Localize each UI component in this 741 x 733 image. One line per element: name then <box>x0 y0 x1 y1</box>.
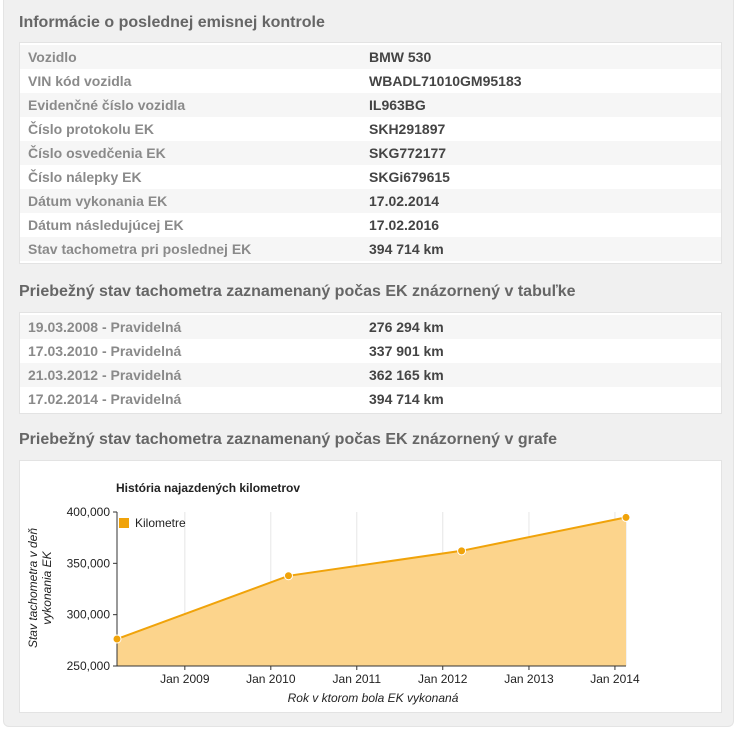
chart-title: História najazdených kilometrov <box>116 481 300 495</box>
row-value: 394 714 km <box>369 391 444 407</box>
row-label: Vozidlo <box>28 49 77 65</box>
odometer-chart-title: Priebežný stav tachometra zaznamenaný po… <box>19 431 557 448</box>
row-label: 19.03.2008 - Pravidelná <box>28 319 182 335</box>
x-tick-label: Jan 2013 <box>504 672 554 686</box>
x-tick-label: Jan 2014 <box>590 672 640 686</box>
row-label: 21.03.2012 - Pravidelná <box>28 367 182 383</box>
row-value: WBADL71010GM95183 <box>369 73 522 89</box>
plot-area: 250,000 300,000 350,000 400,000 Jan 2009 Jan … <box>67 505 640 686</box>
y-axis-label-line-1: Stav tachometra v deň <box>26 528 40 648</box>
row-value: 362 165 km <box>369 367 444 383</box>
emission-info-title: Informácie o poslednej emisnej kontrole <box>19 14 325 31</box>
row-value: 337 901 km <box>369 343 444 359</box>
row-value: SKGi679615 <box>369 169 450 185</box>
table-row: VIN kód vozidla WBADL71010GM95183 <box>20 69 721 93</box>
row-label: Stav tachometra pri poslednej EK <box>28 241 252 257</box>
emission-info-table: Vozidlo BMW 530 VIN kód vozidla WBADL71010G… <box>19 42 722 264</box>
odometer-table-title: Priebežný stav tachometra zaznamenaný po… <box>19 283 576 300</box>
y-tick-label: 250,000 <box>67 659 111 673</box>
data-point <box>112 634 122 644</box>
y-axis-label: Stav tachometra v deň vykonania EK <box>26 528 54 648</box>
row-value: IL963BG <box>369 97 426 113</box>
row-label: Dátum vykonania EK <box>28 193 168 209</box>
y-tick-label: 400,000 <box>67 505 111 519</box>
row-value: 17.02.2016 <box>369 217 440 233</box>
chart-legend: Kilometre <box>119 516 186 530</box>
row-label: 17.03.2010 - Pravidelná <box>28 343 182 359</box>
row-value: SKH291897 <box>369 121 446 137</box>
y-axis-label-line-2: vykonania EK <box>40 550 54 624</box>
y-tick-label: 300,000 <box>67 608 111 622</box>
x-tick-label: Jan 2011 <box>333 672 382 686</box>
emission-panel: Informácie o poslednej emisnej kontrole … <box>3 0 734 727</box>
series-line-kilometre <box>116 516 627 640</box>
table-row: 21.03.2012 - Pravidelná 362 165 km <box>20 363 721 387</box>
row-label: Číslo nálepky EK <box>28 169 142 185</box>
row-label: Evidenčné číslo vozidla <box>28 97 186 113</box>
data-point <box>457 546 467 556</box>
table-row: 19.03.2008 - Pravidelná 276 294 km <box>20 315 721 339</box>
table-row: 17.03.2010 - Pravidelná 337 901 km <box>20 339 721 363</box>
y-tick-label: 350,000 <box>67 556 111 570</box>
row-label: VIN kód vozidla <box>28 73 132 89</box>
odometer-history-table: 19.03.2008 - Pravidelná 276 294 km 17.03.2… <box>19 312 722 414</box>
row-label: Dátum následujúcej EK <box>28 217 184 233</box>
table-row: Stav tachometra pri poslednej EK 394 714 … <box>20 237 721 261</box>
table-row: Vozidlo BMW 530 <box>20 45 721 69</box>
legend-swatch-kilometre <box>119 518 129 528</box>
data-point <box>283 571 293 581</box>
x-axis-label: Rok v ktorom bola EK vykonaná <box>288 691 459 705</box>
table-row: Dátum vykonania EK 17.02.2014 <box>20 189 721 213</box>
data-point <box>621 512 631 522</box>
odometer-chart-box: História najazdených kilometrov Stav tac… <box>19 460 722 713</box>
legend-label-kilometre: Kilometre <box>135 516 186 530</box>
row-value: 394 714 km <box>369 241 444 257</box>
row-label: Číslo osvedčenia EK <box>28 145 166 161</box>
row-label: 17.02.2014 - Pravidelná <box>28 391 182 407</box>
row-value: BMW 530 <box>369 49 432 65</box>
table-row: Evidenčné číslo vozidla IL963BG <box>20 93 721 117</box>
x-tick-label: Jan 2012 <box>418 672 468 686</box>
row-label: Číslo protokolu EK <box>28 121 154 137</box>
table-row: Číslo nálepky EK SKGi679615 <box>20 165 721 189</box>
table-row: Číslo protokolu EK SKH291897 <box>20 117 721 141</box>
table-row: Dátum následujúcej EK 17.02.2016 <box>20 213 721 237</box>
series-area-kilometre <box>117 517 626 666</box>
table-row: Číslo osvedčenia EK SKG772177 <box>20 141 721 165</box>
row-value: 276 294 km <box>369 319 444 335</box>
x-tick-label: Jan 2009 <box>160 672 210 686</box>
table-row: 17.02.2014 - Pravidelná 394 714 km <box>20 387 721 411</box>
row-value: 17.02.2014 <box>369 193 440 209</box>
row-value: SKG772177 <box>369 145 447 161</box>
odometer-chart: História najazdených kilometrov Stav tac… <box>26 481 640 705</box>
x-tick-label: Jan 2010 <box>246 672 296 686</box>
